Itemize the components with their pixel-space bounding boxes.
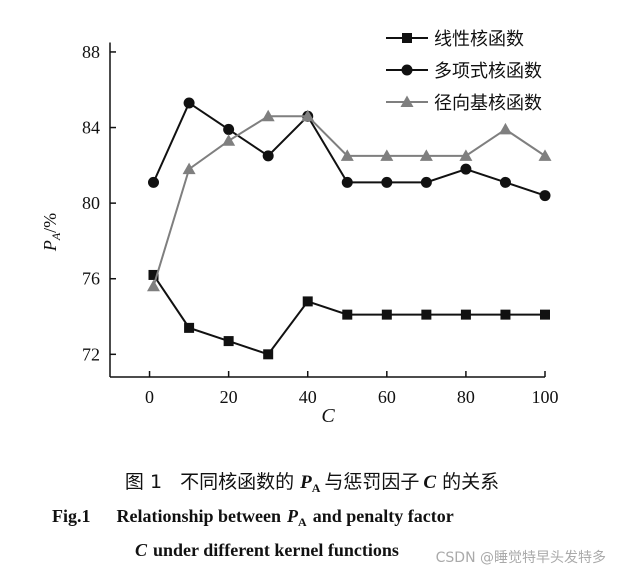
marker <box>401 64 413 76</box>
caption-part: 不同核函数的 <box>180 471 294 493</box>
y-axis-label: PA/% <box>40 213 63 252</box>
marker <box>402 33 412 43</box>
marker <box>498 122 512 135</box>
caption-en: Fig.1 Relationship between PA and penalty f… <box>52 506 454 529</box>
y-tick-label: 80 <box>82 193 100 213</box>
caption-part: C <box>423 472 436 493</box>
watermark: CSDN @睡觉特早头发特多 <box>436 549 606 566</box>
caption-part: P <box>299 472 312 493</box>
caption-part: 的关系 <box>442 471 499 493</box>
legend-label: 线性核函数 <box>434 29 524 50</box>
caption-part: P <box>286 506 299 526</box>
series-line <box>152 115 546 287</box>
marker <box>381 176 393 188</box>
marker <box>540 309 550 320</box>
marker <box>183 97 195 109</box>
marker <box>262 150 274 162</box>
caption-part: C <box>135 540 148 560</box>
x-tick-label: 100 <box>532 387 559 407</box>
marker <box>147 279 160 292</box>
x-tick-label: 80 <box>457 387 475 407</box>
x-tick-label: 40 <box>299 387 317 407</box>
marker <box>223 336 234 347</box>
caption-part: 与惩罚因子 <box>324 471 419 493</box>
marker <box>500 309 511 320</box>
caption-part: and penalty factor <box>313 506 454 526</box>
marker <box>421 309 432 320</box>
y-label-part: /% <box>40 213 60 233</box>
marker <box>222 134 236 146</box>
caption-part: A <box>312 481 321 495</box>
y-tick-label: 76 <box>82 269 100 289</box>
caption-part: A <box>298 515 307 529</box>
marker <box>341 176 353 188</box>
marker <box>340 149 354 161</box>
marker <box>419 149 433 161</box>
marker <box>380 149 394 161</box>
caption-part: Fig.1 <box>52 506 91 526</box>
marker <box>263 349 274 360</box>
y-label-part: A <box>49 232 63 241</box>
y-tick-label: 84 <box>82 118 100 138</box>
caption-part: Relationship between <box>117 506 282 526</box>
legend-label: 径向基核函数 <box>434 93 542 114</box>
marker <box>539 190 551 202</box>
marker <box>499 176 511 188</box>
y-label-part: P <box>40 240 60 252</box>
legend-label: 多项式核函数 <box>434 61 542 82</box>
marker <box>301 109 315 122</box>
x-tick-label: 60 <box>378 387 396 407</box>
caption-part: under different kernel functions <box>153 540 399 560</box>
marker <box>459 149 473 161</box>
x-tick-label: 0 <box>145 387 154 407</box>
marker <box>538 149 552 161</box>
marker <box>460 309 471 320</box>
marker <box>182 162 196 175</box>
marker <box>420 176 432 188</box>
marker <box>184 322 195 333</box>
marker <box>302 296 313 307</box>
caption-cn: 图 1 不同核函数的 PA 与惩罚因子 C 的关系 <box>125 471 499 495</box>
marker <box>223 123 235 135</box>
marker <box>148 269 159 280</box>
marker <box>460 163 472 175</box>
marker <box>261 109 275 122</box>
marker <box>148 176 159 188</box>
x-axis-label: C <box>321 405 335 427</box>
y-tick-label: 88 <box>82 42 100 62</box>
marker <box>381 309 392 320</box>
x-tick-label: 20 <box>220 387 238 407</box>
y-tick-label: 72 <box>82 344 100 364</box>
marker <box>342 309 353 320</box>
caption-part: 图 1 <box>125 471 162 493</box>
marker <box>400 95 414 107</box>
